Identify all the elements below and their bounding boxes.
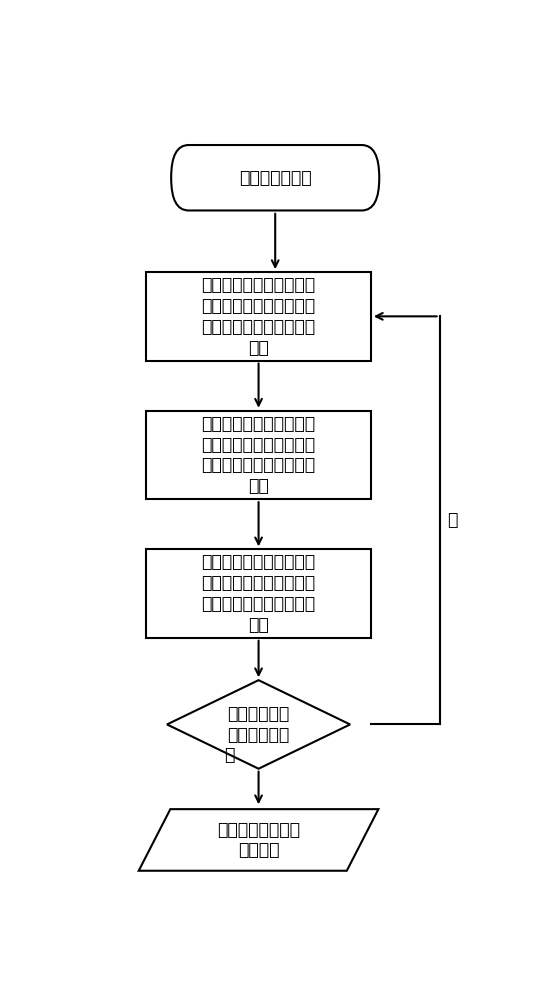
Text: 给定传输时隙和反向散射
设备能量反射系数，拿到
基站发送功率分配决策并
更新: 给定传输时隙和反向散射 设备能量反射系数，拿到 基站发送功率分配决策并 更新 [201,553,316,634]
Polygon shape [139,809,379,871]
Text: 是: 是 [224,746,235,764]
Bar [146,411,371,499]
Text: 系统参数初始化: 系统参数初始化 [239,169,311,187]
Polygon shape [167,680,350,769]
Text: 否: 否 [447,511,458,529]
Bar [146,272,371,361]
Bar [146,549,371,638]
Text: 给定传输时隙和基站发送
功率，拿到反向散射设备
能量反射系数分配决策并
更新: 给定传输时隙和基站发送 功率，拿到反向散射设备 能量反射系数分配决策并 更新 [201,415,316,495]
Text: 目标增量是否
小于给定阈值: 目标增量是否 小于给定阈值 [228,705,289,744]
FancyBboxPatch shape [171,145,379,210]
Text: 给定基站发送功率和反向
散射设备能量反射系数，
拿到传输时隙分配决策并
更新: 给定基站发送功率和反向 散射设备能量反射系数， 拿到传输时隙分配决策并 更新 [201,276,316,357]
Text: 输出目标以及资源
分配决策: 输出目标以及资源 分配决策 [217,821,300,859]
